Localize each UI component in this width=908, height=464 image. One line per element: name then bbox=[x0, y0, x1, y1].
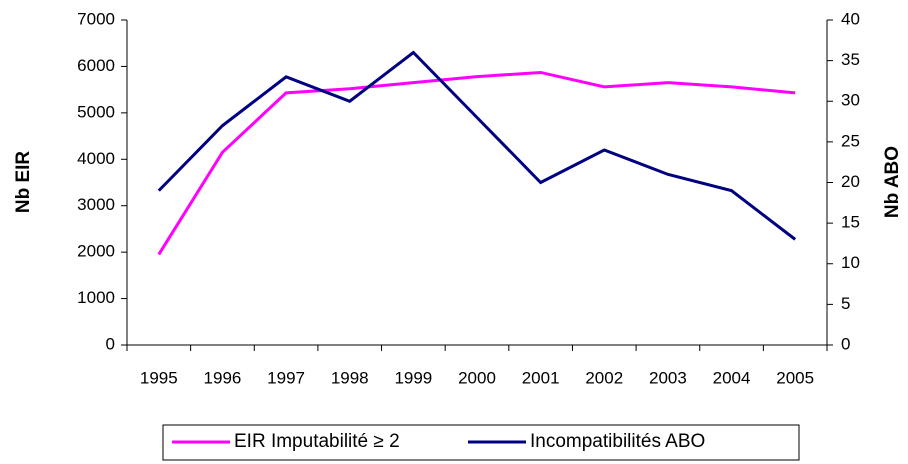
legend-label: EIR Imputabilité ≥ 2 bbox=[234, 431, 400, 452]
y2-axis-label: Nb ABO bbox=[882, 146, 903, 218]
x-tick-label: 1999 bbox=[394, 368, 432, 387]
y-tick-label: 5000 bbox=[77, 102, 115, 121]
y2-tick-label: 10 bbox=[841, 253, 860, 272]
y2-tick-label: 5 bbox=[841, 294, 850, 313]
x-tick-label: 2002 bbox=[585, 368, 623, 387]
x-tick-label: 1995 bbox=[140, 368, 178, 387]
series-line bbox=[157, 50, 797, 241]
y-tick-label: 6000 bbox=[77, 56, 115, 75]
y2-tick-label: 0 bbox=[841, 334, 850, 353]
y2-tick-label: 25 bbox=[841, 131, 860, 150]
y2-tick-label: 35 bbox=[841, 50, 860, 69]
y2-tick-label: 30 bbox=[841, 91, 860, 110]
x-tick-label: 2005 bbox=[776, 368, 814, 387]
y-tick-label: 4000 bbox=[77, 149, 115, 168]
y-tick-label: 2000 bbox=[77, 242, 115, 261]
y-axis-label: Nb EIR bbox=[13, 151, 34, 214]
y-tick-label: 7000 bbox=[77, 9, 115, 28]
y2-tick-label: 20 bbox=[841, 172, 860, 191]
x-tick-label: 1998 bbox=[331, 368, 369, 387]
y2-tick-label: 15 bbox=[841, 213, 860, 232]
x-tick-label: 2004 bbox=[713, 368, 751, 387]
x-tick-label: 2003 bbox=[649, 368, 687, 387]
x-tick-label: 1997 bbox=[267, 368, 305, 387]
y2-tick-label: 40 bbox=[841, 9, 860, 28]
x-tick-label: 2001 bbox=[522, 368, 560, 387]
legend-label: Incompatibilités ABO bbox=[530, 431, 705, 452]
y-tick-label: 0 bbox=[106, 334, 115, 353]
y-tick-label: 3000 bbox=[77, 195, 115, 214]
series-line bbox=[157, 70, 796, 256]
y-tick-label: 1000 bbox=[77, 288, 115, 307]
x-tick-label: 2000 bbox=[458, 368, 496, 387]
x-tick-label: 1996 bbox=[204, 368, 242, 387]
